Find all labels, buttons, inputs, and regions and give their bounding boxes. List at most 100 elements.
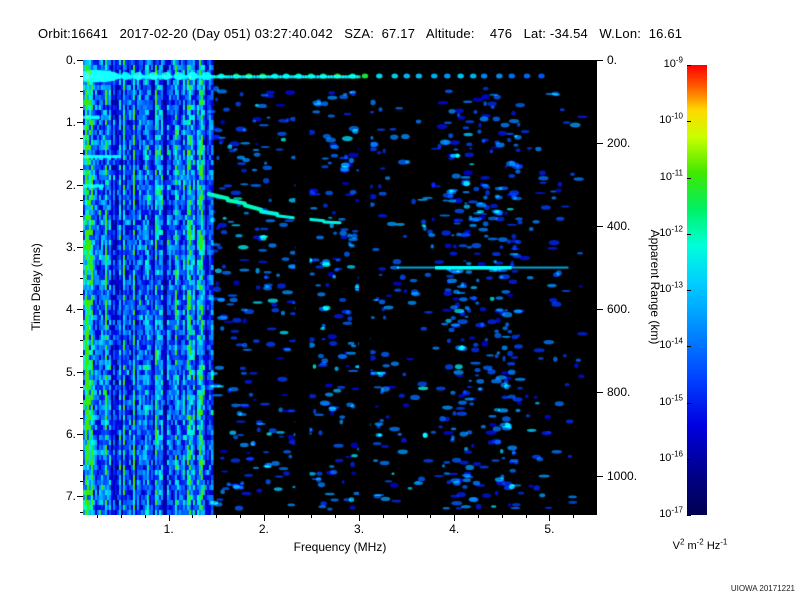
colorbar-tick <box>687 121 691 123</box>
y-tick <box>77 60 83 61</box>
x-minor-tick <box>311 515 313 518</box>
y-minor-tick <box>80 278 83 280</box>
y-minor-tick <box>80 402 83 404</box>
y-minor-tick <box>80 169 83 171</box>
y-tick <box>77 246 83 248</box>
y-tick <box>77 371 83 373</box>
colorbar-tick <box>687 402 691 404</box>
y-tick-label: 0. <box>65 53 76 67</box>
y-tick-label: 7. <box>65 489 76 504</box>
y2-tick-label: 1000. <box>607 468 638 483</box>
x-tick-label: 1. <box>163 522 174 536</box>
y-tick <box>77 433 83 435</box>
x-minor-tick <box>192 515 194 518</box>
y2-tick <box>597 60 603 61</box>
x-minor-tick <box>144 515 146 518</box>
y-minor-tick <box>80 231 83 233</box>
colorbar-label: 10-15 <box>659 392 683 408</box>
colorbar-tick <box>687 233 691 235</box>
y-minor-tick <box>80 137 83 139</box>
x-tick <box>454 515 456 521</box>
credit-text: UIOWA 20171221 <box>730 584 795 593</box>
y2-tick <box>597 392 603 394</box>
y-minor-tick <box>80 418 83 420</box>
y-tick-label: 1. <box>65 115 76 130</box>
x-tick <box>263 515 265 521</box>
colorbar-label: 10-9 <box>663 55 683 70</box>
y-minor-tick <box>80 465 83 467</box>
y-minor-tick <box>80 356 83 358</box>
y-minor-tick <box>80 511 83 513</box>
colorbar-label: 10-16 <box>659 449 683 464</box>
x-minor-tick <box>430 515 432 518</box>
x-minor-tick <box>287 515 289 518</box>
y-tick <box>77 184 83 186</box>
x-minor-tick <box>216 515 218 518</box>
y2-tick <box>597 143 603 145</box>
x-tick-label: 4. <box>449 522 460 536</box>
y-minor-tick <box>80 340 83 342</box>
x-minor-tick <box>406 515 408 518</box>
colorbar-tick <box>687 346 691 348</box>
colorbar-label: 10-12 <box>659 224 683 239</box>
y2-tick <box>597 309 603 311</box>
y-minor-tick <box>80 91 83 93</box>
colorbar-label: 10-17 <box>659 505 683 520</box>
x-minor-tick <box>121 515 123 518</box>
y-minor-tick <box>80 153 83 155</box>
colorbar-tick <box>687 290 691 291</box>
y2-tick-label: 200. <box>607 136 631 151</box>
y-tick-label: 4. <box>65 302 76 317</box>
y-minor-tick <box>80 293 83 295</box>
colorbar-tick <box>687 177 691 179</box>
colorbar-label: 10-11 <box>659 167 683 183</box>
x-minor-tick <box>501 515 503 518</box>
y-tick <box>77 309 83 311</box>
y-tick-label: 5. <box>65 364 76 379</box>
y-minor-tick <box>80 387 83 389</box>
x-minor-tick <box>240 515 242 518</box>
colorbar-unit-label: V2 m-2 Hz-1 <box>672 537 728 552</box>
y-minor-tick <box>80 324 83 326</box>
x-minor-tick <box>335 515 337 518</box>
y2-tick-label: 400. <box>607 219 631 234</box>
x-minor-tick <box>382 515 384 518</box>
x-tick <box>549 515 551 521</box>
colorbar-tick <box>687 515 691 516</box>
colorbar-label: 10-14 <box>659 336 683 352</box>
y-minor-tick <box>80 449 83 451</box>
header-line: Orbit:16641 2017-02-20 (Day 051) 03:27:4… <box>38 26 683 41</box>
y-tick-label: 6. <box>65 426 76 441</box>
x-tick-label: 2. <box>258 522 269 536</box>
y2-tick <box>597 475 603 477</box>
x-axis-title: Frequency (MHz) <box>293 540 387 554</box>
y2-tick <box>597 226 603 228</box>
x-minor-tick <box>478 515 480 518</box>
y-minor-tick <box>80 480 83 482</box>
colorbar-tick <box>687 65 691 66</box>
y-tick <box>77 122 83 124</box>
colorbar <box>687 65 707 515</box>
colorbar-label: 10-13 <box>659 280 683 295</box>
y-tick-label: 2. <box>65 177 76 192</box>
x-minor-tick <box>573 515 575 518</box>
y-minor-tick <box>80 262 83 264</box>
x-tick-label: 3. <box>354 522 365 536</box>
y2-tick-label: 600. <box>607 302 631 317</box>
spectrogram-canvas <box>83 60 597 515</box>
x-tick <box>168 515 170 521</box>
y-tick-label: 3. <box>65 239 76 254</box>
y-tick <box>77 496 83 498</box>
colorbar-label: 10-10 <box>659 111 683 127</box>
y-minor-tick <box>80 215 83 217</box>
x-minor-tick <box>525 515 527 518</box>
y-minor-tick <box>80 75 83 77</box>
y-minor-tick <box>80 200 83 202</box>
y-minor-tick <box>80 106 83 108</box>
x-tick-label: 5. <box>544 522 555 536</box>
colorbar-tick <box>687 458 691 460</box>
y2-tick-label: 0. <box>607 53 618 67</box>
x-tick <box>359 515 361 521</box>
x-minor-tick <box>97 515 99 518</box>
